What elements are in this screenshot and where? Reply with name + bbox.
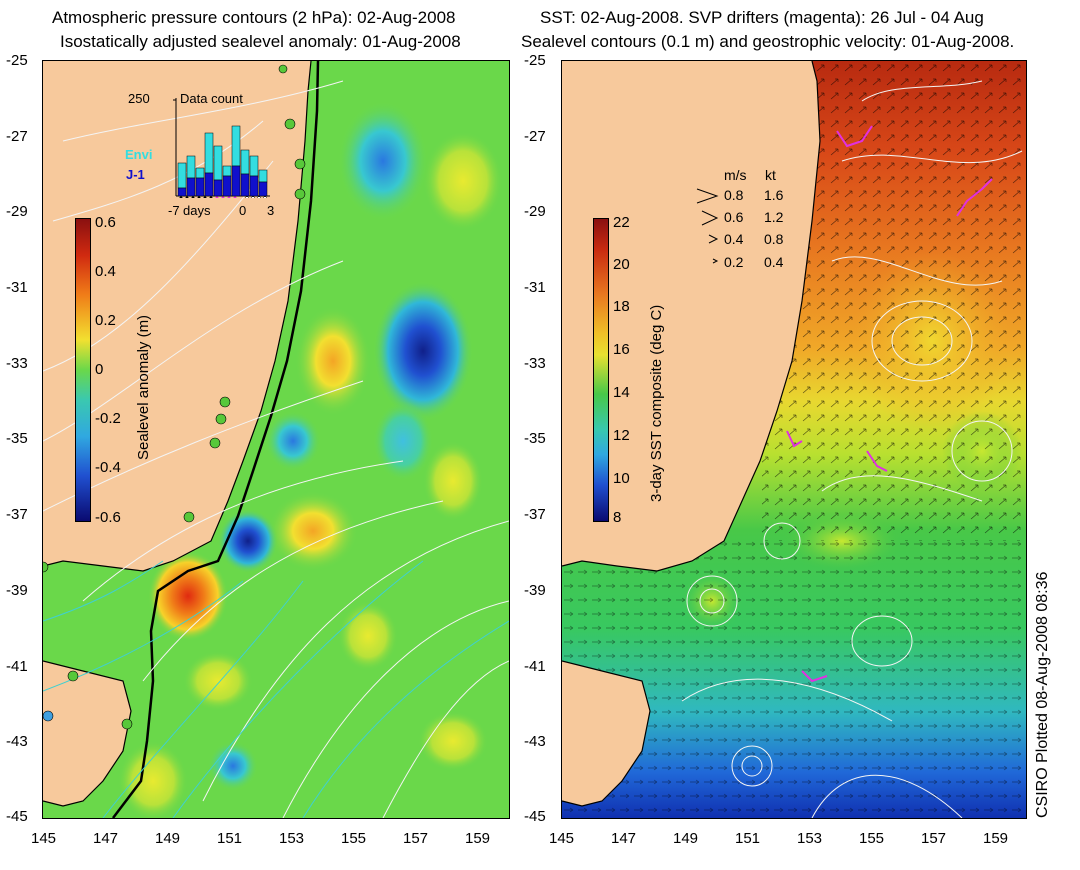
plot-credit: CSIRO Plotted 08-Aug-2008 08:36 [1034,571,1051,818]
lon-tick: 145 [31,830,57,847]
sst-colorbar-tick: 18 [613,298,630,315]
sealevel-map-svg [43,61,509,818]
lat-tick: -35 [524,430,546,447]
sealevel-anomaly-map [42,60,510,819]
velocity-legend-ms: 0.4 [724,231,744,247]
lat-tick: -39 [524,582,546,599]
lat-tick: -43 [524,733,546,750]
lat-tick: -31 [524,279,546,296]
velocity-legend-ms: 0.6 [724,209,744,225]
lon-tick: 145 [549,830,575,847]
lon-tick: 159 [465,830,491,847]
lat-tick: -41 [6,658,28,675]
inset-xtick: -7 [168,203,180,218]
sealevel-colorbar-tick: -0.4 [95,459,121,476]
sealevel-colorbar-tick: 0.2 [95,312,116,329]
sst-colorbar-tick: 14 [613,384,630,401]
lon-tick: 151 [217,830,243,847]
envi-legend-label: Envi [125,147,153,162]
data-count-title: Data count [180,91,243,106]
sst-colorbar-tick: 20 [613,256,630,273]
lat-tick: -45 [6,808,28,825]
sst-colorbar-tick: 22 [613,214,630,231]
lat-tick: -25 [6,52,28,69]
lon-tick: 157 [921,830,947,847]
lon-tick: 155 [859,830,885,847]
lon-tick: 149 [155,830,181,847]
lat-tick: -31 [6,279,28,296]
lat-tick: -29 [6,203,28,220]
lon-tick: 153 [279,830,305,847]
lat-tick: -37 [6,506,28,523]
inset-xtick: 3 [267,203,275,218]
sealevel-colorbar-tick: 0.4 [95,263,116,280]
j1-legend-label: J-1 [126,167,145,182]
data-count-histogram [173,98,270,200]
left-title-1: Atmospheric pressure contours (2 hPa): 0… [52,8,456,27]
right-title-1: SST: 02-Aug-2008. SVP drifters (magenta)… [540,8,984,27]
velocity-legend-kt: 0.4 [764,254,784,270]
lat-tick: -27 [6,128,28,145]
lat-tick: -43 [6,733,28,750]
velocity-legend-ms: 0.2 [724,254,744,270]
velocity-legend-ms: 0.8 [724,187,744,203]
lat-tick: -37 [524,506,546,523]
lat-tick: -45 [524,808,546,825]
lat-tick: -35 [6,430,28,447]
sealevel-colorbar-tick: -0.2 [95,410,121,427]
inset-days-label: days [183,203,211,218]
velocity-legend-arrows [696,188,719,264]
lon-tick: 155 [341,830,367,847]
velocity-legend-kt: 0.8 [764,231,784,247]
lat-tick: -39 [6,582,28,599]
lon-tick: 151 [735,830,761,847]
right-title-2: Sealevel contours (0.1 m) and geostrophi… [521,32,1015,51]
lat-tick: -29 [524,203,546,220]
sealevel-colorbar-tick: -0.6 [95,509,121,526]
data-count-inset [173,98,273,200]
lat-tick: -27 [524,128,546,145]
lon-tick: 159 [983,830,1009,847]
lon-tick: 147 [93,830,119,847]
sst-colorbar-tick: 10 [613,470,630,487]
data-count-ymax: 250 [128,91,150,106]
lon-tick: 147 [611,830,637,847]
sealevel-colorbar-label: Sealevel anomaly (m) [135,314,152,460]
lon-tick: 153 [797,830,823,847]
left-title-2: Isostatically adjusted sealevel anomaly:… [60,32,461,51]
velocity-legend-header-kt: kt [765,167,776,183]
velocity-legend-kt: 1.2 [764,209,784,225]
lat-tick: -33 [6,355,28,372]
sealevel-colorbar-tick: 0.6 [95,214,116,231]
velocity-legend-header-ms: m/s [724,167,747,183]
sst-colorbar-label: 3-day SST composite (deg C) [648,304,665,502]
sst-map [561,60,1027,819]
sst-colorbar-tick: 8 [613,509,622,526]
sst-colorbar [593,218,609,522]
sst-map-svg [562,61,1026,818]
lat-tick: -25 [524,52,546,69]
sst-colorbar-tick: 12 [613,427,630,444]
velocity-legend-kt: 1.6 [764,187,784,203]
lat-tick: -33 [524,355,546,372]
sealevel-colorbar-tick: 0 [95,361,104,378]
lat-tick: -41 [524,658,546,675]
inset-xtick: 0 [239,203,247,218]
sealevel-colorbar [75,218,91,522]
lon-tick: 149 [673,830,699,847]
lon-tick: 157 [403,830,429,847]
sst-colorbar-tick: 16 [613,341,630,358]
